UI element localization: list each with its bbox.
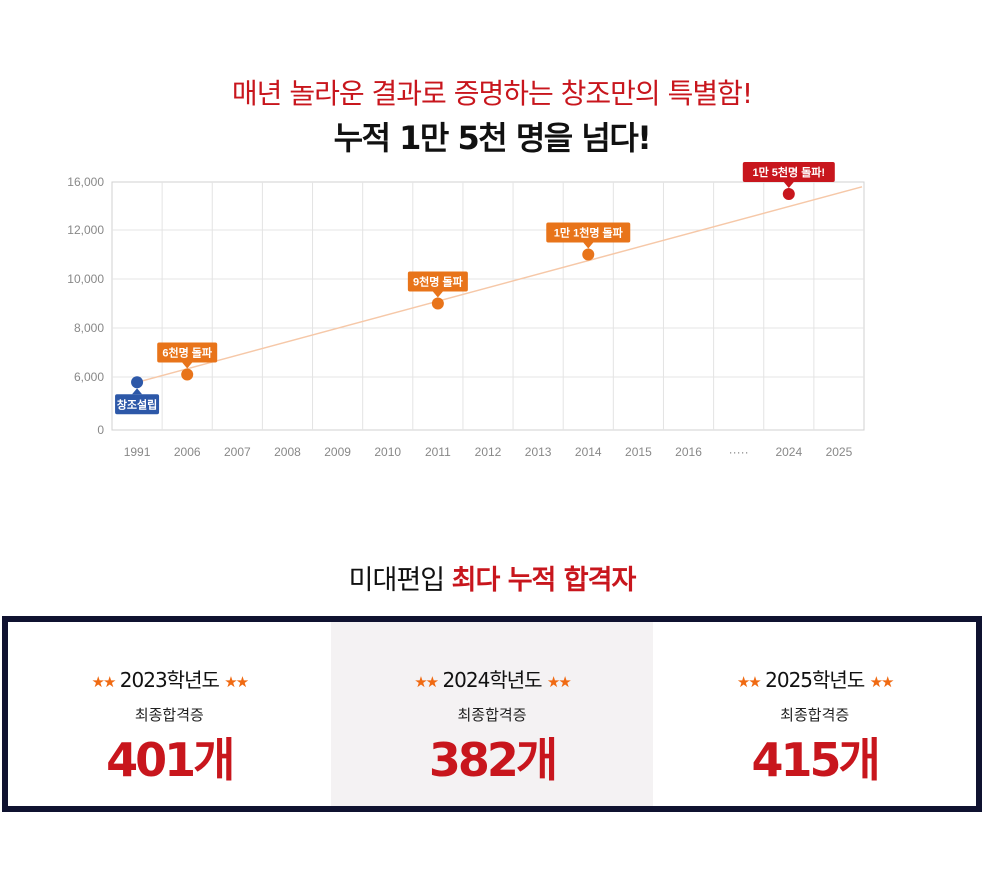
x-tick-label: 1991	[124, 445, 151, 459]
hero-subtitle: 매년 놀라운 결과로 증명하는 창조만의 특별함!	[231, 77, 753, 110]
plot-frame	[111, 181, 865, 431]
stat-year: ★★ 2024학년도 ★★	[331, 664, 654, 693]
star-icon: ★★	[91, 673, 117, 691]
point-callout-box	[407, 271, 468, 292]
y-tick-label: 16,000	[67, 175, 104, 189]
x-tick-label: 2011	[425, 445, 451, 459]
point-label: 9천명 돌파	[413, 275, 464, 289]
x-tick-label: 2007	[224, 445, 251, 459]
star-icon: ★★	[736, 673, 762, 691]
x-tick-label: 2024	[775, 445, 802, 459]
stat-label: 최종합격증	[780, 706, 850, 724]
y-tick-label: 0	[97, 423, 104, 437]
star-icon: ★★	[869, 673, 895, 691]
star-icon: ★★	[414, 673, 439, 691]
data-point	[181, 368, 194, 381]
x-tick-label: 2015	[625, 445, 652, 459]
star-icon: ★★	[224, 673, 249, 691]
x-tick-label: ·····	[729, 445, 749, 459]
stat-card-2025: ★★ 2025학년도 ★★ 최종합격증 415개	[653, 622, 976, 806]
point-callout-box	[157, 342, 218, 363]
x-tick-label: 2012	[475, 445, 502, 459]
stat-label: 최종합격증	[457, 706, 527, 724]
section-title-accent: 최다 누적 합격자	[451, 565, 637, 596]
x-tick-label: 2006	[174, 445, 201, 459]
y-tick-label: 12,000	[67, 223, 104, 237]
data-point	[431, 297, 444, 310]
x-tick-label: 2008	[274, 445, 301, 459]
x-tick-label: 2009	[324, 445, 351, 459]
point-callout-tip	[783, 182, 794, 188]
stat-year: ★★ 2025학년도 ★★	[653, 664, 976, 693]
stats-panel: ★★ 2023학년도 ★★ 최종합격증 401개 ★★ 2024학년도 ★★ 최…	[2, 616, 982, 812]
point-callout-box	[115, 394, 160, 415]
x-tick-label: 2014	[575, 445, 602, 459]
data-point	[582, 248, 595, 261]
stat-card-2024: ★★ 2024학년도 ★★ 최종합격증 382개	[330, 622, 654, 806]
hero-title: 누적 1만 5천 명을 넘다!	[333, 119, 652, 157]
point-callout-tip	[132, 388, 143, 395]
y-tick-label: 8,000	[74, 321, 104, 335]
point-label: 1만 1천명 돌파	[554, 226, 624, 240]
point-label: 6천명 돌파	[162, 346, 213, 360]
cumulative-growth-chart: 0 6,000 8,000 10,000 12,000 16,000 1991 2006 200…	[67, 162, 865, 459]
stat-year: ★★ 2023학년도 ★★	[8, 664, 331, 693]
stat-year-label: 2023학년도	[119, 668, 220, 692]
star-icon: ★★	[546, 673, 572, 691]
stat-card-2023: ★★ 2023학년도 ★★ 최종합격증 401개	[8, 622, 331, 806]
point-label: 창조설립	[117, 397, 157, 411]
trend-line	[136, 186, 863, 384]
point-callout-box	[742, 162, 835, 182]
data-point	[131, 376, 144, 389]
x-tick-label: 2016	[675, 445, 702, 459]
stat-value: 415개	[751, 733, 881, 787]
point-label: 1만 5천명 돌파!	[752, 165, 825, 179]
stat-label: 최종합격증	[134, 706, 204, 724]
stat-value: 382개	[428, 733, 558, 787]
point-callout-tip	[432, 291, 443, 298]
point-callout-tip	[583, 242, 594, 249]
stat-year-label: 2025학년도	[765, 668, 865, 692]
stat-year-label: 2024학년도	[442, 668, 542, 692]
data-point	[782, 188, 795, 200]
x-tick-label: 2010	[374, 445, 401, 459]
y-tick-label: 10,000	[67, 272, 104, 286]
point-callout-tip	[182, 362, 193, 369]
section-title: 미대편입 최다 누적 합격자	[0, 558, 984, 597]
point-callout-box	[546, 222, 631, 243]
stat-value: 401개	[106, 733, 235, 787]
x-tick-label: 2025	[826, 445, 853, 459]
y-tick-label: 6,000	[74, 370, 104, 384]
x-tick-label: 2013	[525, 445, 552, 459]
section-title-plain: 미대편입	[348, 565, 452, 596]
